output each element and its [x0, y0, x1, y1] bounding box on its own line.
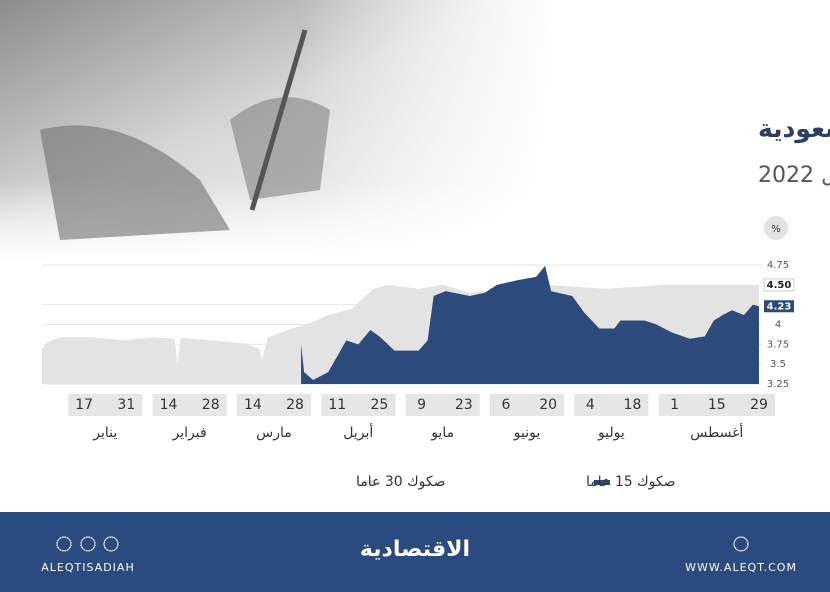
end-label: 4.50: [767, 280, 792, 291]
y-tick-label: 3.75: [767, 339, 789, 350]
month-label: يوليو: [597, 425, 625, 441]
month-box: [489, 394, 565, 416]
month-box: [658, 394, 775, 416]
end-label-box: [763, 278, 795, 292]
month-label: يناير: [92, 425, 117, 441]
x-tick-label: 14: [244, 397, 262, 413]
y-unit: %: [771, 224, 781, 235]
month-label: أغسطس: [690, 423, 743, 441]
footer-logo: الاقتصادية: [360, 537, 470, 562]
web-icon[interactable]: [733, 536, 749, 552]
x-tick-label: 1: [670, 397, 679, 413]
x-tick-label: 29: [750, 397, 768, 413]
x-tick-label: 11: [328, 397, 346, 413]
x-tick-label: 17: [75, 397, 93, 413]
footer-handle: ALEQTISADIAH: [41, 561, 134, 574]
month-label: مايو: [430, 425, 454, 441]
x-tick-label: 25: [370, 397, 388, 413]
x-tick-label: 23: [455, 397, 473, 413]
month-box: [152, 394, 227, 416]
month-box: [405, 394, 480, 416]
end-label-box: [764, 300, 794, 313]
legend-swatch: [364, 480, 380, 485]
hand-illustration: [230, 97, 330, 200]
footer-website: WWW.ALEQT.COM: [685, 561, 797, 574]
month-box: [574, 394, 649, 416]
x-tick-label: 15: [708, 397, 726, 413]
x-tick-label: 6: [501, 397, 510, 413]
chart-title: عوائد الصكوك الادخارية السعودية: [758, 114, 830, 144]
y-tick-label: 4.75: [767, 260, 789, 271]
month-label: مارس: [256, 425, 292, 441]
end-label: 4.23: [767, 301, 792, 312]
x-tick-label: 28: [286, 397, 304, 413]
facebook-icon[interactable]: [80, 536, 96, 552]
x-tick-label: 18: [624, 397, 642, 413]
instagram-icon[interactable]: [56, 536, 72, 552]
legend-swatch: [594, 480, 610, 485]
footer-band: [0, 512, 830, 592]
y-tick-label: 3.5: [770, 359, 786, 370]
month-box: [321, 394, 396, 416]
month-label: أبريل: [343, 423, 373, 441]
month-box: [236, 394, 312, 416]
twitter-icon[interactable]: [103, 536, 119, 552]
month-label: يونيو: [513, 425, 541, 441]
chart-subtitle: خلال 2022: [758, 163, 830, 188]
legend-label: صكوك 15 عاما: [586, 474, 676, 490]
hand-illustration: [40, 125, 230, 240]
pen: [249, 29, 308, 211]
month-box: [68, 394, 143, 416]
x-tick-label: 14: [160, 397, 178, 413]
y-tick-label: 3.25: [767, 379, 789, 390]
x-tick-label: 28: [202, 397, 220, 413]
x-tick-label: 20: [539, 397, 557, 413]
month-label: فبراير: [172, 425, 207, 441]
x-tick-label: 4: [586, 397, 595, 413]
area-1: [301, 265, 759, 384]
x-tick-label: 9: [417, 397, 426, 413]
y-tick-label: 4: [775, 320, 781, 331]
legend-label: صكوك 30 عاما: [356, 474, 446, 490]
x-tick-label: 31: [117, 397, 135, 413]
unit-badge: [764, 216, 788, 240]
